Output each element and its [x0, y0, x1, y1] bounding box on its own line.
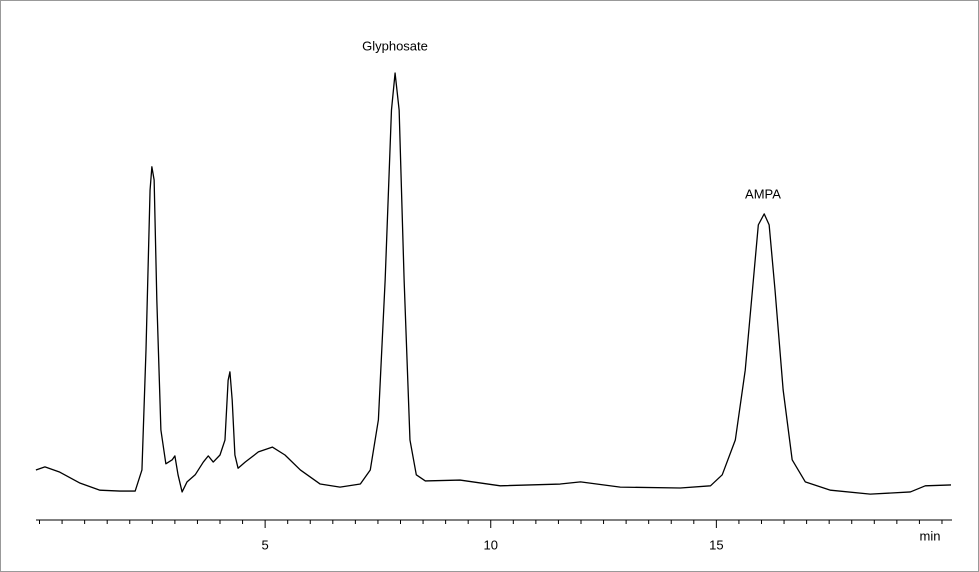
x-tick-label: 10 [484, 537, 498, 552]
x-tick-label: 5 [262, 537, 269, 552]
peak-annotation: AMPA [745, 186, 781, 201]
peak-annotation: Glyphosate [362, 38, 428, 53]
chromatogram-trace [35, 72, 952, 495]
x-axis-label: min [920, 528, 941, 543]
x-tick-label: 15 [709, 537, 723, 552]
